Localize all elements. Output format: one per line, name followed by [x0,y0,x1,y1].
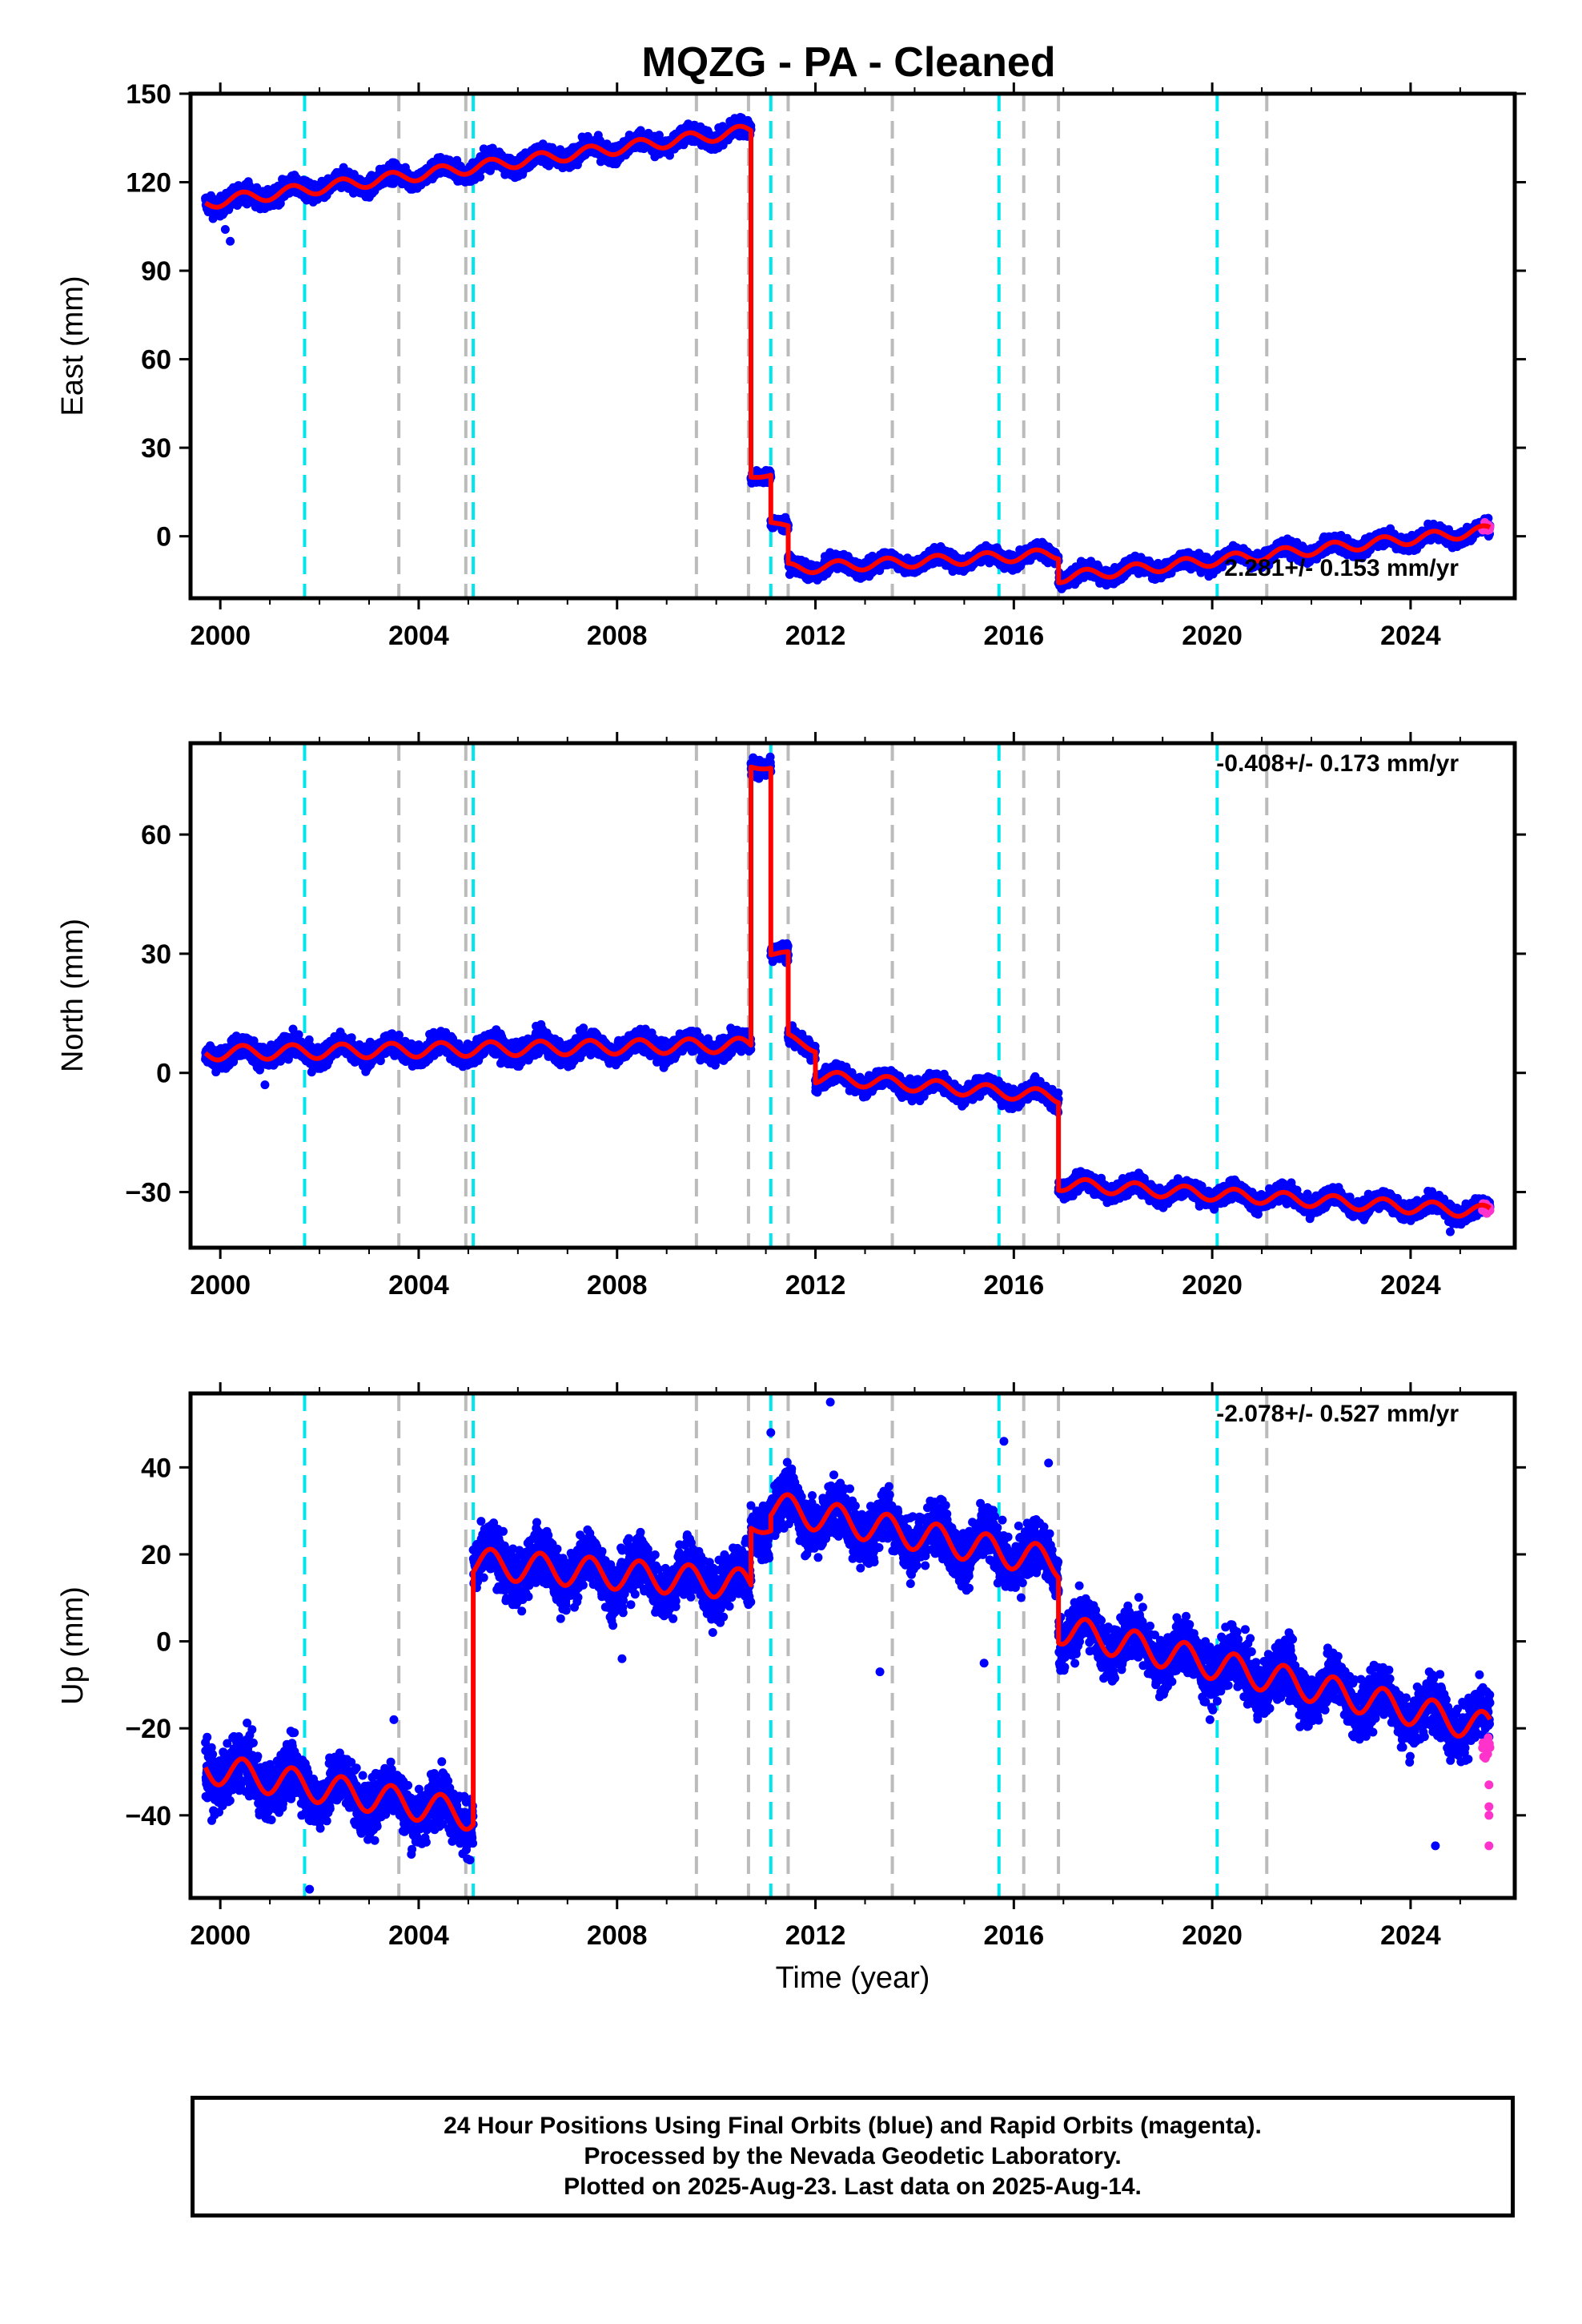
data-point [476,172,485,182]
final-orbit-points [201,113,1495,593]
figure-title: MQZG - PA - Cleaned [641,39,1055,86]
east-panel: 2000 2004 2008 2012 2016 2020 2024030609012015… [56,79,1526,651]
